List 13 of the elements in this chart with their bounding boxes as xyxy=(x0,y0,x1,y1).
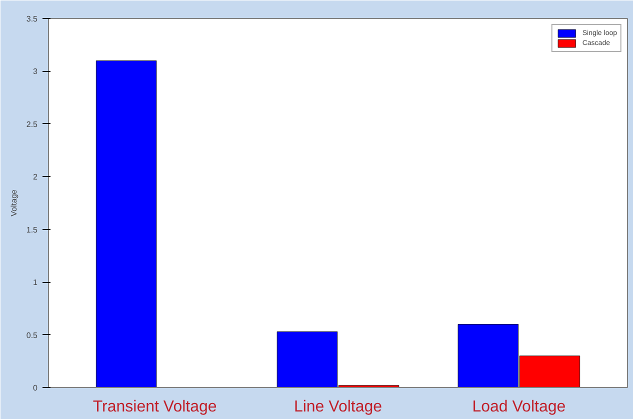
y-tick-label: 0.5 xyxy=(26,330,38,340)
x-tick-label: Line Voltage xyxy=(294,398,382,416)
y-axis-title: Voltage xyxy=(9,189,18,216)
x-tick-label: Transient Voltage xyxy=(92,398,217,416)
y-tick-label: 1.5 xyxy=(26,225,38,234)
y-tick-label: 3.5 xyxy=(26,14,38,24)
y-tick-label: 0 xyxy=(33,384,38,392)
y-tick-label: 1 xyxy=(33,278,38,288)
y-tick-label: 2.5 xyxy=(26,120,38,129)
y-tick-label: 3 xyxy=(33,67,38,76)
y-tick-label: 2 xyxy=(33,172,38,182)
x-tick-label: Load Voltage xyxy=(472,398,566,416)
bar xyxy=(96,60,157,388)
